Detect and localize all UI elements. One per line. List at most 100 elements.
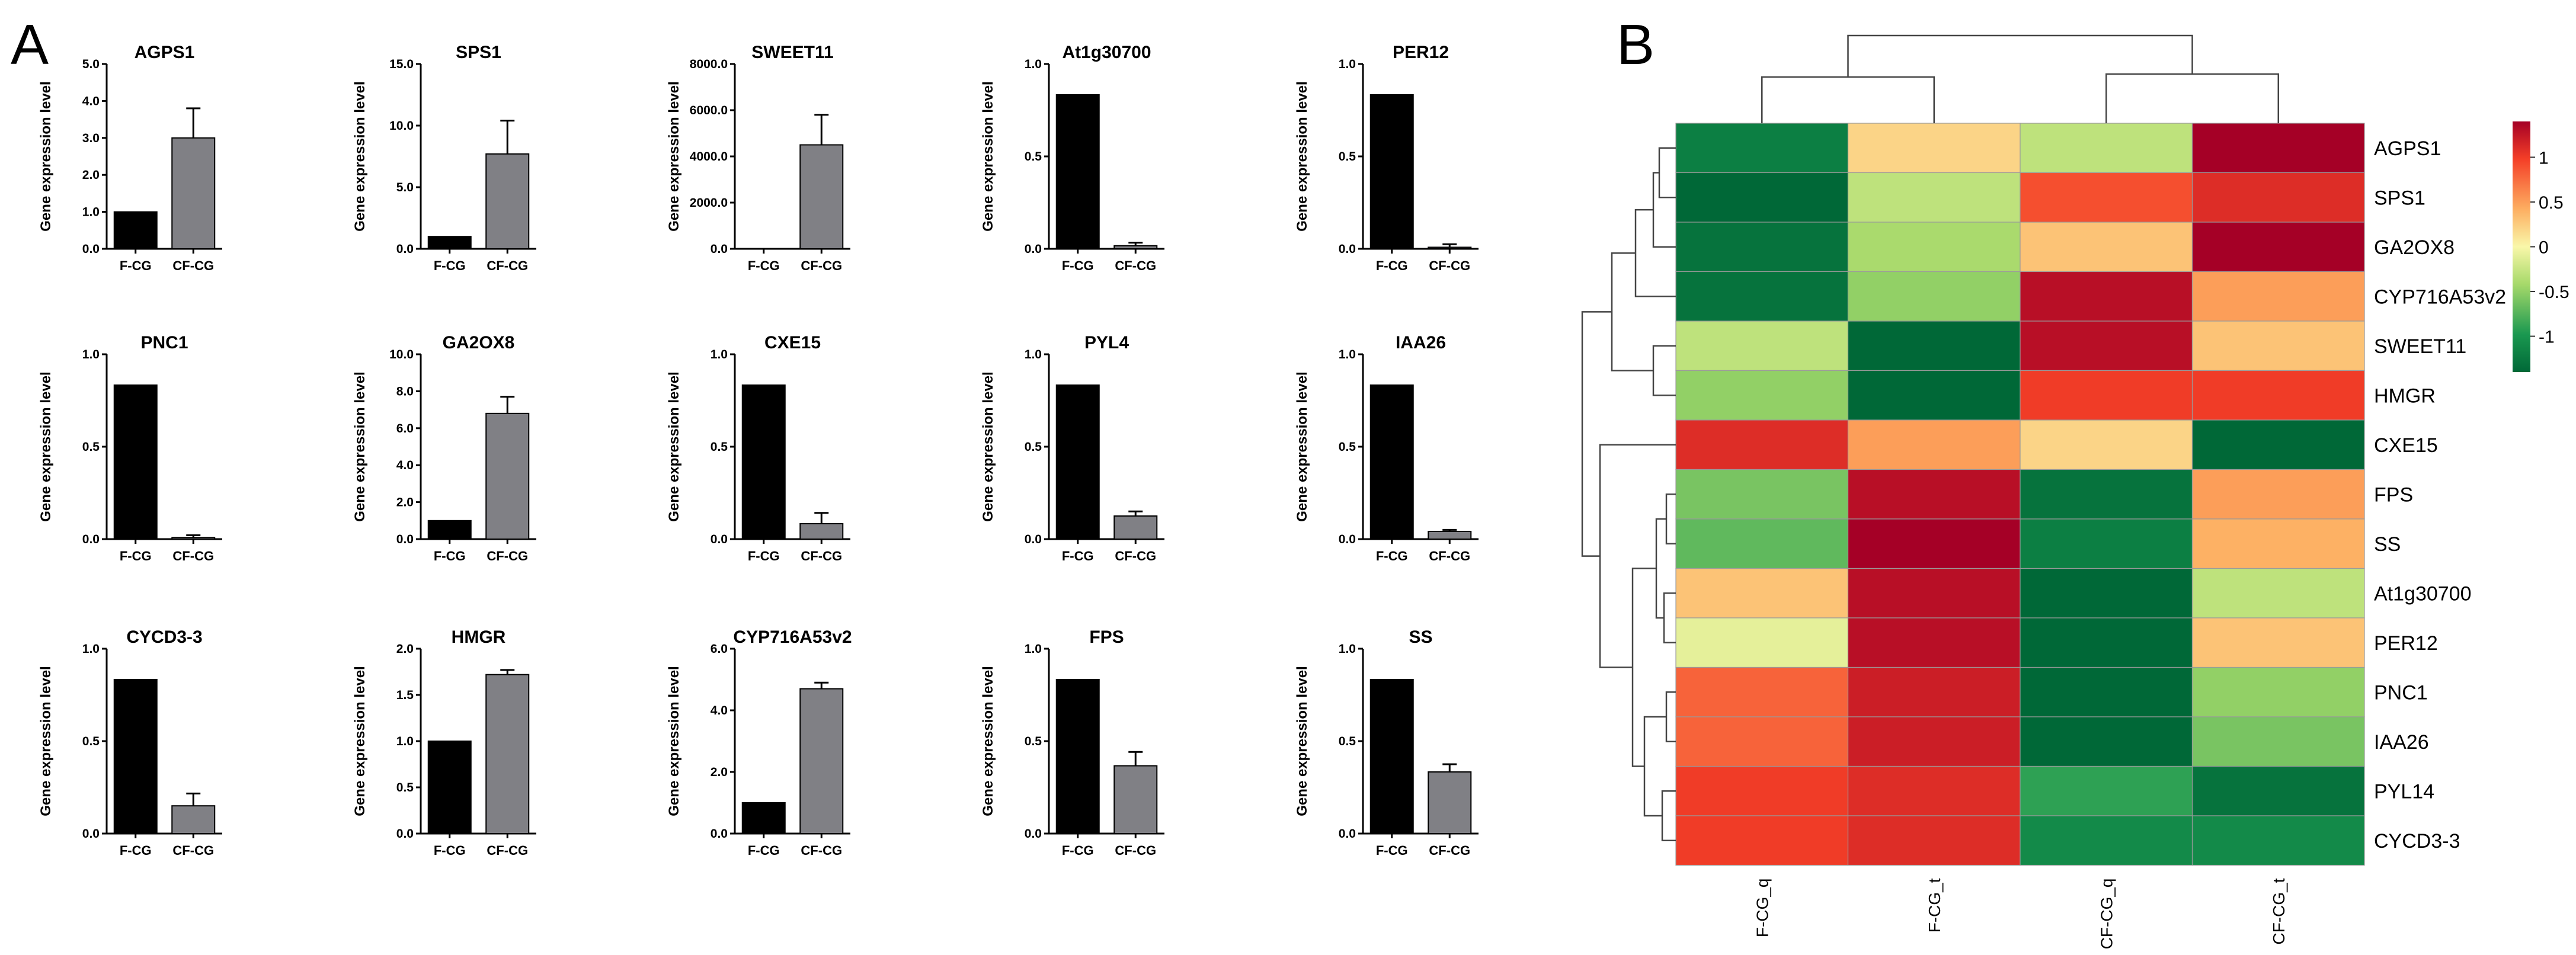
bar-cf-cg (485, 412, 530, 540)
chart-title: FPS (1089, 627, 1124, 647)
y-tick-label: 0.5 (1339, 150, 1356, 164)
bar-f-cg (1055, 679, 1100, 834)
y-tick-label: 0.0 (82, 242, 100, 256)
heatmap-cell (1675, 666, 1849, 717)
y-tick-label: 0.0 (396, 242, 414, 256)
x-tick-label: CF-CG (801, 258, 842, 273)
heatmap-cell (2191, 271, 2365, 322)
y-tick-label: 3.0 (82, 132, 100, 145)
x-tick-label: CF-CG (1115, 843, 1156, 858)
chart-title: CYCD3-3 (126, 627, 202, 647)
heatmap-cell (2020, 815, 2193, 866)
y-tick-label: 0.0 (1339, 533, 1356, 546)
heatmap-cell (1847, 815, 2021, 866)
y-tick-label: 1.5 (396, 688, 414, 702)
heatmap-cell (2191, 321, 2365, 371)
x-tick-label: F-CG (120, 549, 152, 563)
y-tick-label: 5.0 (82, 57, 100, 71)
y-tick-label: 1.0 (82, 348, 100, 361)
x-tick-label: CF-CG (1429, 843, 1470, 858)
legend-tick-label: 0 (2539, 238, 2549, 258)
bar-chart-sps1: SPS1 Gene expression level 0.0 5.0 10.0 15.0 F… (352, 43, 536, 273)
y-axis-label: Gene expression level (38, 371, 54, 521)
y-axis-label: Gene expression level (1294, 666, 1310, 816)
chart-title: SPS1 (456, 43, 501, 62)
heatmap-row-label: FPS (2374, 483, 2413, 506)
y-axis-label: Gene expression level (38, 666, 54, 816)
y-tick-label: 8000.0 (690, 57, 728, 71)
heatmap-cell (1675, 815, 1849, 866)
heatmap-row-label: CXE15 (2374, 434, 2438, 457)
dendrogram-branch (1581, 311, 1612, 557)
y-tick-label: 0.0 (1025, 533, 1042, 546)
x-tick-label: F-CG (120, 843, 152, 858)
bar-chart-at1g30700: At1g30700 Gene expression level 0.0 0.5 1.0 F… (980, 43, 1164, 273)
heatmap-cell (1675, 716, 1849, 767)
dendrogram-branch (1652, 345, 1676, 396)
heatmap-cell (2020, 765, 2193, 816)
heatmap-row-label: SS (2374, 533, 2401, 556)
y-axis-label: Gene expression level (666, 371, 682, 521)
heatmap-cell (1847, 518, 2021, 569)
y-axis-label: Gene expression level (980, 666, 996, 816)
x-tick-label: F-CG (434, 258, 466, 273)
heatmap-cell (1675, 469, 1849, 520)
bar-f-cg (1055, 94, 1100, 249)
bar-cf-cg (799, 523, 844, 540)
y-tick-label: 0.0 (711, 827, 728, 841)
x-tick-label: CF-CG (1429, 549, 1470, 563)
y-tick-label: 2000.0 (690, 196, 728, 210)
bar-f-cg (427, 741, 472, 834)
chart-title: At1g30700 (1062, 43, 1151, 62)
bar-cf-cg (1428, 771, 1472, 834)
heatmap-row-label: PER12 (2374, 632, 2438, 655)
y-tick-label: 0.0 (1025, 827, 1042, 841)
y-axis-label: Gene expression level (1294, 371, 1310, 521)
heatmap-cell (1675, 617, 1849, 668)
heatmap-cell (2020, 271, 2193, 322)
y-tick-label: 0.5 (82, 735, 100, 748)
bar-f-cg (427, 520, 472, 540)
y-tick-label: 0.0 (82, 533, 100, 546)
bar-chart-ss: SS Gene expression level 0.0 0.5 1.0 F-CG CF-C… (1294, 627, 1479, 858)
y-tick-label: 5.0 (396, 181, 414, 194)
bar-f-cg (427, 236, 472, 250)
x-tick-label: CF-CG (801, 549, 842, 563)
y-tick-label: 1.0 (82, 642, 100, 656)
bar-chart-cycd3-3: CYCD3-3 Gene expression level 0.0 0.5 1.0 F-C… (38, 627, 222, 858)
heatmap-cell (1675, 172, 1849, 223)
x-tick-label: F-CG (748, 843, 780, 858)
bar-cf-cg (171, 805, 216, 834)
y-tick-label: 0.5 (396, 781, 414, 794)
y-tick-label: 0.0 (711, 533, 728, 546)
y-axis-label: Gene expression level (352, 666, 368, 816)
legend-tick-label: 0.5 (2539, 193, 2564, 213)
heatmap-cell (2020, 321, 2193, 371)
heatmap-row-label: PNC1 (2374, 681, 2428, 704)
y-tick-label: 0.0 (1339, 242, 1356, 256)
y-tick-label: 10.0 (389, 119, 414, 133)
bar-chart-cxe15: CXE15 Gene expression level 0.0 0.5 1.0 F-CG C… (666, 333, 850, 563)
heatmap-cell (1847, 419, 2021, 470)
heatmap-cell (1847, 469, 2021, 520)
x-tick-label: CF-CG (1115, 549, 1156, 563)
heatmap-cell (1847, 123, 2021, 174)
heatmap-cell (1675, 765, 1849, 816)
y-tick-label: 1.0 (711, 348, 728, 361)
heatmap-cell (2191, 617, 2365, 668)
y-tick-label: 1.0 (1025, 642, 1042, 656)
x-tick-label: CF-CG (487, 549, 528, 563)
bar-cf-cg (1113, 515, 1158, 540)
heatmap-cell (2191, 419, 2365, 470)
heatmap-cell (1675, 123, 1849, 174)
x-tick-label: F-CG (1376, 843, 1408, 858)
heatmap-cell (2020, 123, 2193, 174)
y-tick-label: 6000.0 (690, 104, 728, 117)
chart-title: SS (1409, 627, 1432, 647)
x-tick-label: F-CG (434, 843, 466, 858)
heatmap-panel: AGPS1 SPS1 GA2OX8 CYP716A53v2 SWEET11 HMGR CXE… (1581, 34, 2569, 949)
dendrogram-branch (1665, 493, 1676, 544)
heatmap-row-label: AGPS1 (2374, 137, 2441, 160)
bar-cf-cg (1113, 765, 1158, 834)
y-tick-label: 1.0 (1339, 642, 1356, 656)
